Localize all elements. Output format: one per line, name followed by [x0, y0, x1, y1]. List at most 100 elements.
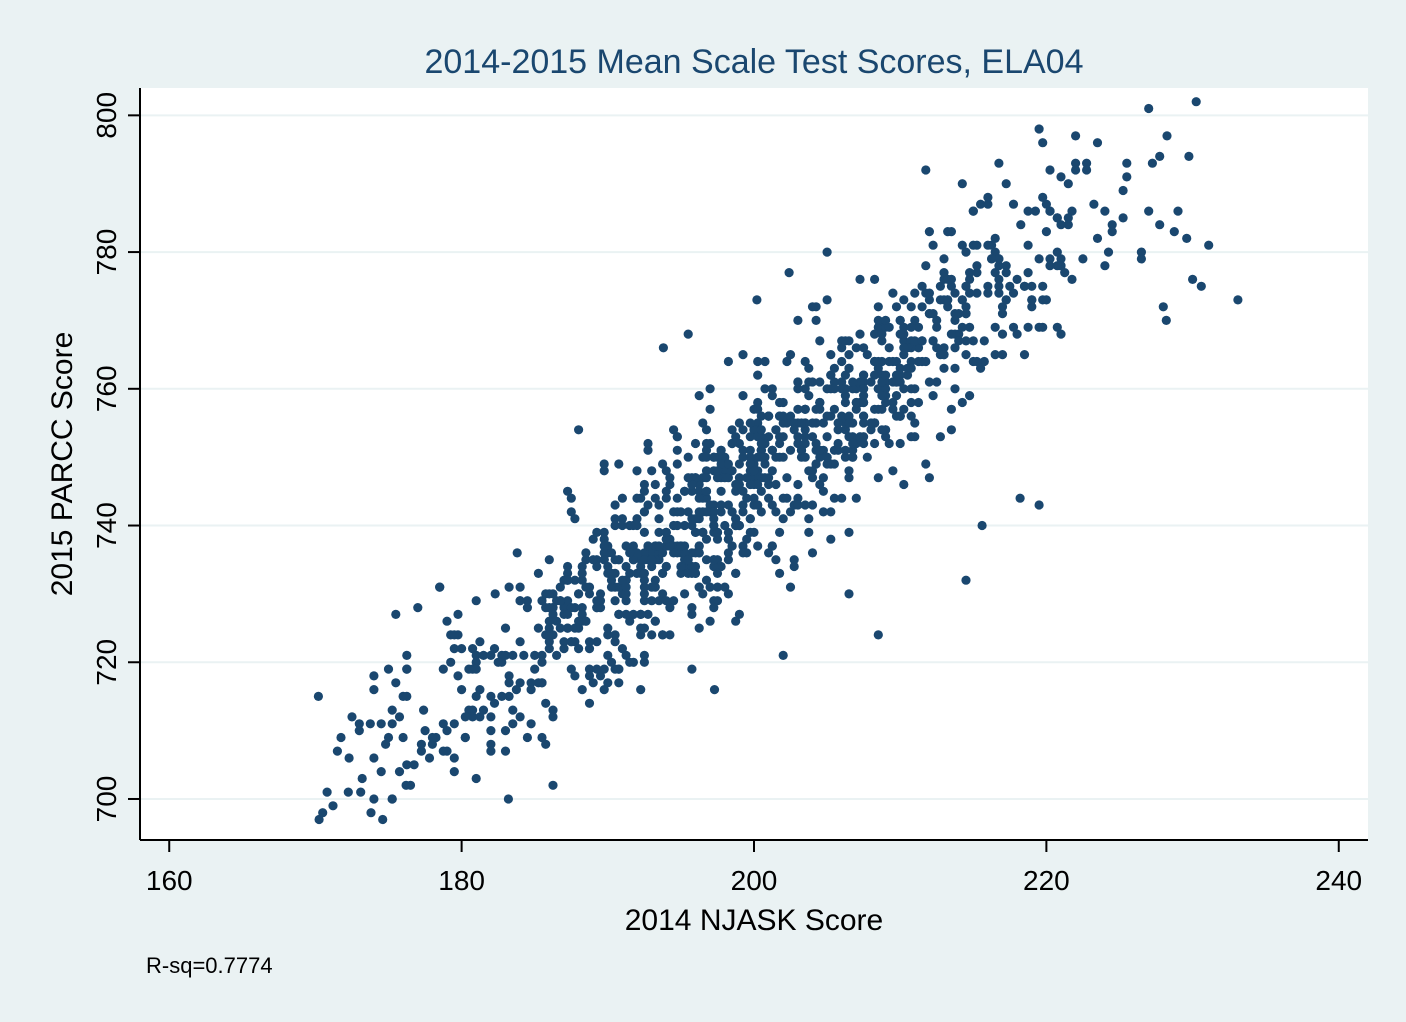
scatter-point: [881, 384, 891, 394]
scatter-point: [712, 582, 723, 592]
scatter-point: [977, 520, 987, 531]
scatter-point: [486, 712, 496, 722]
scatter-point: [610, 568, 620, 579]
scatter-point: [961, 281, 971, 291]
scatter-point: [965, 322, 975, 332]
scatter-point: [464, 664, 474, 674]
scatter-point: [859, 391, 869, 401]
scatter-point: [1045, 165, 1055, 175]
scatter-point: [1019, 281, 1030, 291]
scatter-point: [990, 268, 1000, 278]
scatter-point: [654, 541, 664, 551]
scatter-point: [997, 302, 1008, 312]
scatter-point: [935, 432, 946, 442]
scatter-point: [994, 254, 1004, 264]
scatter-point: [785, 582, 796, 592]
scatter-point: [712, 534, 723, 544]
scatter-point: [490, 589, 500, 599]
scatter-point: [957, 240, 967, 250]
scatter-point: [621, 596, 631, 606]
scatter-point: [921, 165, 931, 175]
scatter-point: [862, 452, 872, 462]
scatter-point: [614, 555, 624, 565]
scatter-point: [745, 452, 755, 462]
scatter-point: [322, 787, 332, 797]
scatter-point: [314, 814, 324, 825]
scatter-point: [928, 391, 938, 401]
scatter-point: [643, 541, 653, 551]
scatter-point: [519, 650, 529, 661]
scatter-point: [705, 404, 715, 414]
scatter-point: [639, 486, 650, 496]
scatter-point: [760, 384, 770, 394]
scatter-point: [756, 452, 766, 462]
scatter-point: [533, 623, 544, 633]
scatter-point: [387, 719, 397, 729]
scatter-point: [402, 691, 412, 702]
scatter-point: [928, 336, 938, 346]
scatter-point: [745, 432, 755, 442]
scatter-point: [694, 486, 704, 496]
scatter-point: [468, 705, 478, 715]
scatter-point: [606, 582, 617, 592]
scatter-point: [895, 315, 905, 325]
scatter-point: [826, 534, 836, 544]
scatter-point: [753, 500, 763, 510]
scatter-point: [636, 561, 646, 572]
scatter-point: [647, 630, 657, 640]
scatter-point: [658, 548, 668, 558]
scatter-point: [939, 363, 949, 373]
scatter-point: [965, 274, 975, 284]
scatter-point: [599, 541, 609, 551]
scatter-point: [1122, 172, 1132, 182]
scatter-point: [778, 514, 788, 524]
scatter-point: [647, 555, 657, 565]
scatter-point: [987, 254, 997, 264]
scatter-point: [599, 664, 609, 674]
scatter-point: [1071, 131, 1081, 141]
scatter-point: [870, 329, 880, 339]
scatter-point: [650, 616, 660, 626]
scatter-point: [716, 445, 726, 455]
scatter-point: [731, 486, 741, 496]
scatter-point: [541, 739, 551, 749]
scatter-point: [639, 548, 650, 558]
scatter-point: [449, 630, 459, 640]
scatter-point: [771, 507, 781, 517]
scatter-point: [811, 459, 821, 469]
scatter-point: [924, 377, 935, 387]
scatter-point: [610, 500, 620, 510]
scatter-point: [785, 350, 796, 360]
scatter-point: [946, 329, 957, 339]
scatter-point: [950, 343, 960, 353]
scatter-point: [972, 268, 982, 278]
scatter-point: [705, 384, 715, 394]
scatter-point: [979, 336, 989, 346]
scatter-point: [449, 767, 459, 777]
scatter-point: [1071, 165, 1081, 175]
scatter-point: [683, 452, 693, 462]
scatter-point: [837, 343, 847, 353]
scatter-point: [723, 534, 734, 544]
scatter-point: [782, 493, 792, 503]
scatter-point: [1092, 138, 1103, 148]
scatter-point: [866, 377, 876, 387]
scatter-point: [1027, 302, 1037, 312]
x-tick-label-220: 220: [1023, 865, 1070, 896]
scatter-point: [833, 425, 843, 435]
scatter-point: [1196, 281, 1206, 291]
scatter-point: [961, 309, 971, 319]
scatter-point: [683, 329, 693, 339]
scatter-point: [844, 432, 854, 442]
scatter-point: [793, 479, 803, 490]
scatter-point: [475, 712, 485, 722]
scatter-point: [647, 582, 657, 592]
scatter-point: [413, 603, 423, 613]
scatter-point: [807, 500, 818, 510]
scatter-point: [1052, 213, 1062, 223]
scatter-point: [712, 568, 723, 579]
scatter-point: [965, 268, 975, 278]
scatter-point: [1100, 206, 1110, 216]
scatter-point: [1045, 206, 1055, 216]
scatter-point: [873, 473, 883, 483]
